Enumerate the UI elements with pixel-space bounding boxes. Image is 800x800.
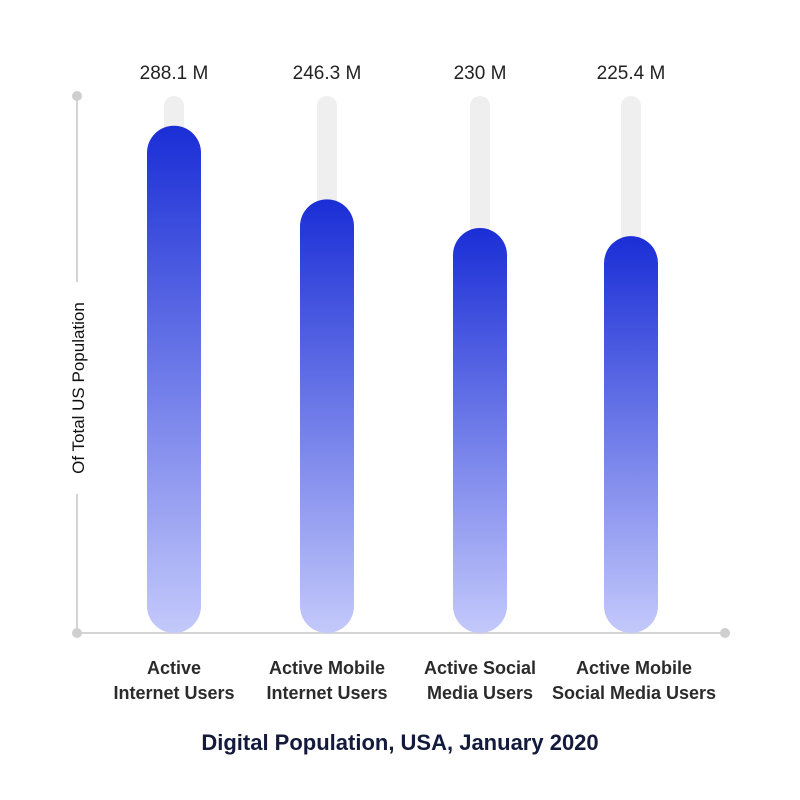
category-label: Internet Users <box>113 683 234 703</box>
category-label: Active Social <box>424 658 536 678</box>
axis-end-dot <box>72 91 82 101</box>
bar <box>604 236 658 633</box>
value-labels: 288.1 M 246.3 M 230 M 225.4 M <box>140 63 666 84</box>
category-label: Active Mobile <box>269 658 385 678</box>
bar <box>300 199 354 633</box>
bar <box>147 125 201 634</box>
category-label: Social Media Users <box>552 683 716 703</box>
axes <box>68 91 730 638</box>
bar <box>453 228 507 633</box>
value-label: 230 M <box>454 63 507 84</box>
value-label: 288.1 M <box>140 63 209 84</box>
category-labels: Active Internet Users Active Mobile Interne… <box>113 658 716 703</box>
axis-end-dot <box>720 628 730 638</box>
bars <box>147 125 658 634</box>
category-label: Internet Users <box>266 683 387 703</box>
category-label: Media Users <box>427 683 533 703</box>
bar-tracks <box>164 96 641 633</box>
y-axis-title: Of Total US Population <box>69 302 88 474</box>
axis-end-dot <box>72 628 82 638</box>
value-label: 246.3 M <box>293 63 362 84</box>
category-label: Active Mobile <box>576 658 692 678</box>
category-label: Active <box>147 658 201 678</box>
y-axis-title-backdrop <box>68 282 88 494</box>
value-label: 225.4 M <box>597 63 666 84</box>
chart-title: Digital Population, USA, January 2020 <box>201 730 598 755</box>
